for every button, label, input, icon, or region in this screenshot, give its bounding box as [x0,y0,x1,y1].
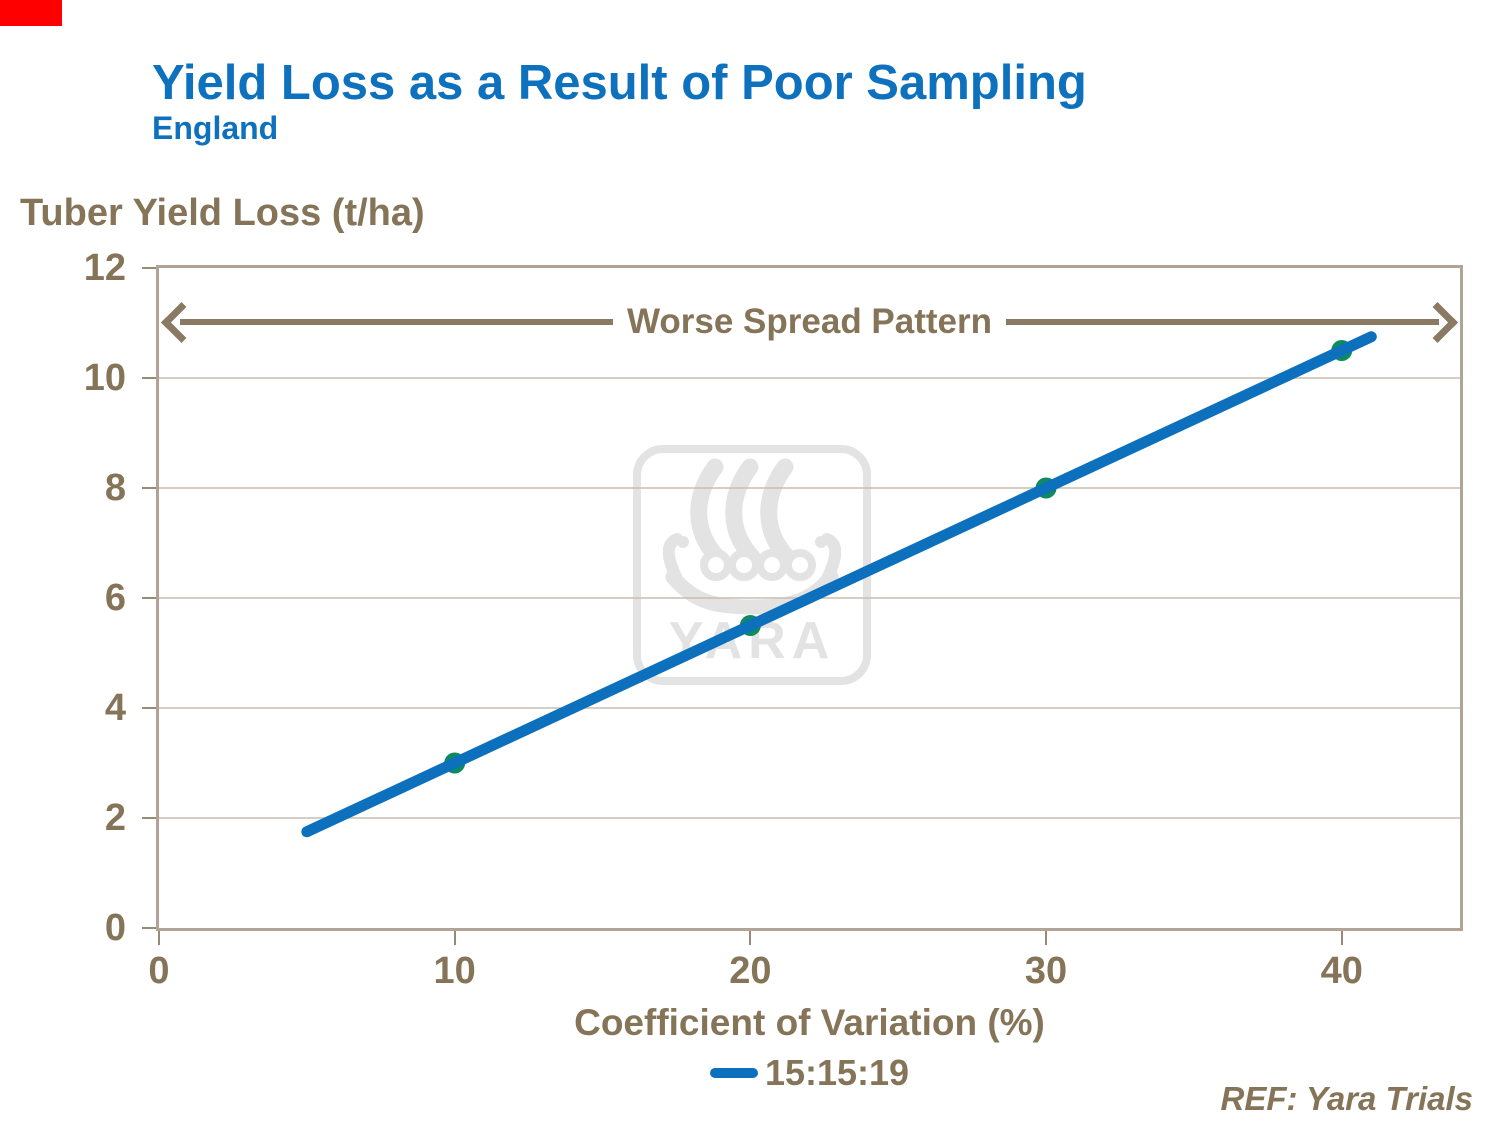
x-tick-label: 20 [729,950,772,992]
x-tick-label: 10 [433,950,476,992]
chart-title: Yield Loss as a Result of Poor Sampling [152,56,1087,110]
y-tick-mark [142,487,156,489]
y-tick-mark [142,267,156,269]
y-tick-mark [142,927,156,929]
y-tick-label: 0 [104,907,126,949]
arrow-right-icon [1416,301,1459,343]
y-tick-label: 12 [83,247,126,289]
legend: 15:15:19 [156,1052,1463,1094]
arrow-left-icon [160,301,203,343]
x-tick-mark [453,931,456,945]
x-tick-mark [749,931,752,945]
y-axis-title: Tuber Yield Loss (t/ha) [20,192,425,234]
chart-series-svg [159,331,1460,838]
chart-subtitle: England [152,110,279,146]
x-tick-label: 40 [1320,950,1363,992]
y-tick-label: 8 [104,467,126,509]
annotation-label: Worse Spread Pattern [626,302,993,341]
y-tick-label: 10 [83,357,126,399]
arrow-shaft-right [1006,319,1439,325]
x-axis-title: Coefficient of Variation (%) [574,1002,1045,1043]
worse-spread-annotation: Worse Spread Pattern [160,301,1459,343]
arrow-shaft-left [180,319,613,325]
reference-note: REF: Yara Trials [1220,1080,1473,1117]
y-tick-label: 2 [104,797,126,839]
y-tick-mark [142,707,156,709]
x-tick-label: 0 [148,950,170,992]
plot-area: YARA Worse Spread Pattern [156,265,1463,931]
x-tick-mark [1045,931,1048,945]
y-tick-mark [142,817,156,819]
series-line [301,331,1377,838]
legend-line-swatch [709,1068,758,1078]
y-tick-label: 6 [104,577,126,619]
y-tick-label: 4 [104,687,126,729]
legend-label: 15:15:19 [764,1052,910,1093]
y-tick-mark [142,377,156,379]
x-tick-mark [1340,931,1343,945]
x-tick-label: 30 [1024,950,1068,992]
yara-logo-ship-icon [633,445,871,685]
x-tick-mark [158,931,160,945]
corner-marker [0,0,62,26]
yara-watermark: YARA [631,443,873,687]
y-tick-mark [142,597,156,599]
